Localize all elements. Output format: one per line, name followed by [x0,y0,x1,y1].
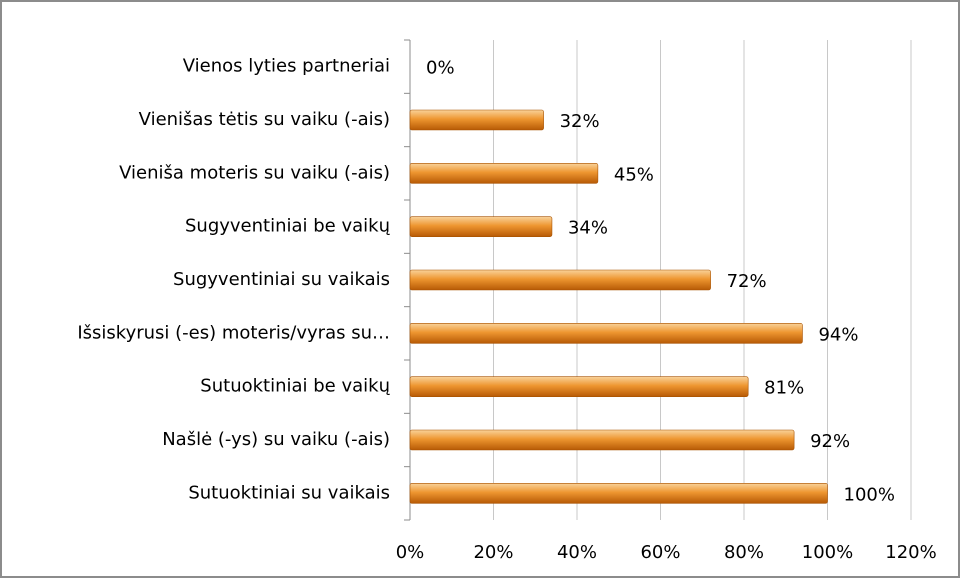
x-tick-label: 80% [724,542,764,563]
y-tick-label: Sutuoktiniai be vaikų [200,376,390,397]
data-label: 34% [568,218,608,239]
x-tick-label: 40% [557,542,597,563]
y-tick-label: Vienos lyties partneriai [183,56,390,77]
y-tick-label: Sutuoktiniai su vaikais [188,482,390,503]
bar [409,323,803,344]
bar [409,109,544,131]
x-tick-label: 100% [802,542,853,563]
bar [409,163,599,184]
x-tick-label: 20% [473,542,513,563]
y-tick-label: Išsiskyrusi (-es) moteris/vyras su… [77,322,390,343]
bar [409,216,553,237]
y-tick-label: Vieniša moteris su vaiku (-ais) [119,162,390,183]
y-tick-label: Našlė (-ys) su vaiku (-ais) [162,429,390,450]
bar [409,376,749,397]
x-tick-label: 120% [885,542,936,563]
y-tick-label: Sugyventiniai su vaikais [173,269,390,290]
bar [409,269,711,291]
x-tick-label: 60% [640,542,680,563]
data-label: 81% [764,378,804,399]
y-tick-label: Sugyventiniai be vaikų [185,216,391,237]
data-label: 100% [844,484,895,505]
y-tick-label: Vienišas tėtis su vaiku (-ais) [139,109,390,130]
data-label: 92% [810,431,850,452]
data-label: 94% [818,324,858,345]
data-label: 32% [560,111,600,132]
bar [409,483,828,504]
bar [409,429,795,451]
data-label: 45% [614,164,654,185]
data-label: 0% [426,58,455,79]
data-label: 72% [727,271,767,292]
x-tick-label: 0% [396,542,425,563]
